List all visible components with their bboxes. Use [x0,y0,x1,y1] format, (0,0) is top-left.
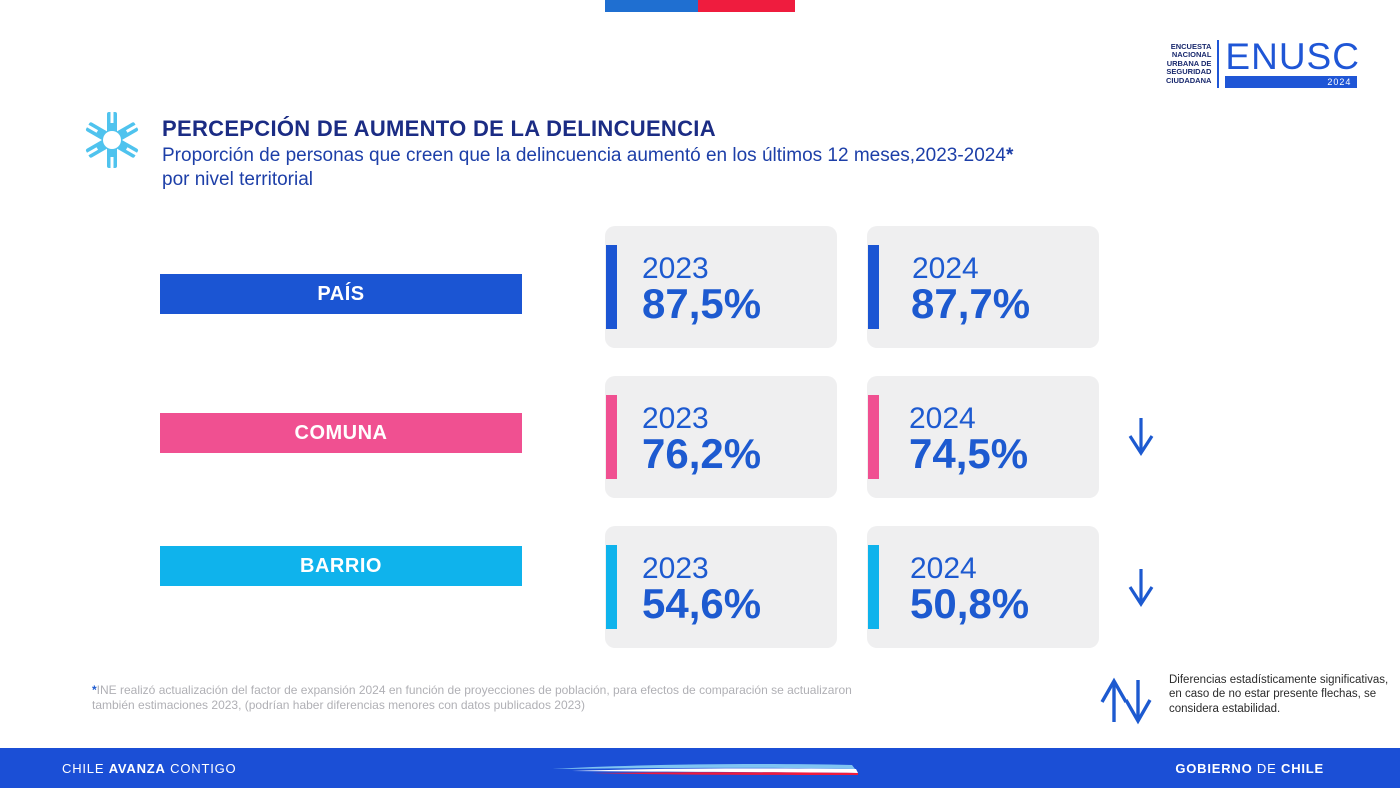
flag-red-segment [698,0,795,12]
footnote-asterisk: * [92,683,97,697]
stat-card-pais-2024: 2024 87,7% [867,226,1099,348]
card-accent-bar [868,245,879,329]
footer-gov-bold2: CHILE [1281,761,1324,776]
card-value: 87,7% [911,280,1031,327]
card-accent-bar [606,395,617,479]
logo-line: URBANA DE [1166,58,1212,68]
card-value: 76,2% [642,430,762,477]
subtitle-asterisk: * [1005,145,1014,166]
footer-slogan-suffix: CONTIGO [165,761,237,776]
logo-line: SEGURIDAD [1166,67,1212,77]
down-arrow-icon [1128,418,1154,456]
logo-survey-name: ENCUESTA NACIONAL URBANA DE SEGURIDAD CI… [1166,41,1212,86]
page-title: PERCEPCIÓN DE AUMENTO DE LA DELINCUENCIA [162,116,716,141]
enusc-logo: ENCUESTA NACIONAL URBANA DE SEGURIDAD CI… [1166,36,1360,88]
footnote: *INE realizó actualización del factor de… [92,683,882,713]
legend-text: Diferencias estadísticamente significati… [1169,674,1389,715]
card-accent-bar [606,245,617,329]
card-year: 2023 [642,552,709,585]
card-year: 2024 [912,252,979,285]
logo-year: 2024 [1225,76,1358,88]
page-subtitle: Proporción de personas que creen que la … [162,144,1242,192]
subtitle-line2: por nivel territorial [162,169,313,190]
row-label-barrio: BARRIO [160,546,522,586]
card-value: 87,5% [642,280,762,327]
flag-blue-segment [605,0,698,12]
footer-slogan-prefix: CHILE [62,761,109,776]
card-year: 2024 [910,552,977,585]
card-year: 2024 [909,402,976,435]
logo-line: CIUDADANA [1166,75,1212,85]
stat-card-pais-2023: 2023 87,5% [605,226,837,348]
card-accent-bar [868,545,879,629]
stat-card-comuna-2023: 2023 76,2% [605,376,837,498]
card-value: 50,8% [910,580,1030,627]
stat-card-barrio-2023: 2023 54,6% [605,526,837,648]
logo-line: NACIONAL [1171,50,1212,60]
logo-divider [1217,40,1220,88]
card-value: 74,5% [909,430,1029,477]
footer-government: GOBIERNO DE CHILE [1175,761,1324,776]
footer-swoosh-graphic [552,764,858,775]
footnote-text: INE realizó actualización del factor de … [92,683,852,712]
card-year: 2023 [642,402,709,435]
down-arrow-icon [1128,569,1154,607]
logo-wordmark: ENUSC 2024 [1225,36,1360,88]
card-accent-bar [606,545,617,629]
row-label-pais: PAÍS [160,274,522,314]
footer-slogan-bold: AVANZA [108,761,166,776]
subtitle-line1: Proporción de personas que creen que la … [162,145,1006,166]
card-year: 2023 [642,252,709,285]
up-down-arrows-icon [1100,677,1152,725]
stat-card-barrio-2024: 2024 50,8% [867,526,1099,648]
footer-gov-middle: DE [1252,761,1281,776]
footer-slogan: CHILE AVANZA CONTIGO [62,761,236,776]
card-accent-bar [868,395,879,479]
footer-bar: CHILE AVANZA CONTIGO GOBIERNO DE CHILE [0,748,1400,788]
stat-card-comuna-2024: 2024 74,5% [867,376,1099,498]
footer-gov-bold1: GOBIERNO [1175,761,1253,776]
row-label-comuna: COMUNA [160,413,522,453]
snowflake-asterisk-icon [85,110,139,170]
logo-name: ENUSC [1225,36,1360,77]
top-flag-stripe [605,0,795,12]
card-value: 54,6% [642,580,762,627]
logo-line: ENCUESTA [1170,41,1212,51]
